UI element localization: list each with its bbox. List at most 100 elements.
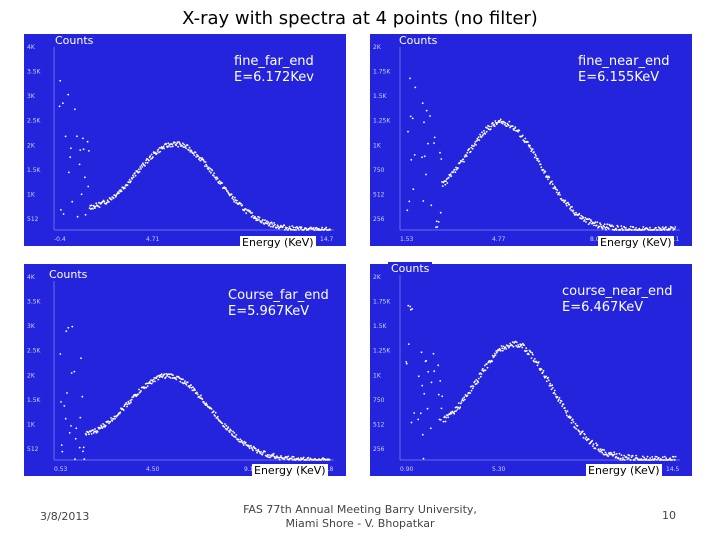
spectrum-point [546,176,549,179]
spectrum-point [537,157,539,160]
spectrum-point [493,355,496,358]
y-tick-label: 2K [27,372,36,379]
spectrum-point [419,412,422,415]
spectrum-point [511,341,514,343]
spectrum-point [491,354,494,357]
spectrum-point [479,372,482,374]
spectrum-point [483,364,486,367]
spectrum-point [87,185,90,188]
spectrum-point [292,226,295,229]
spectrum-point [426,407,429,410]
spectrum-point [455,168,458,171]
spectrum-point [511,125,514,127]
spectrum-point [114,417,116,420]
spectrum-point [551,387,554,389]
spectrum-point [253,217,256,220]
footer-conference-line1: FAS 77th Annual Meeting Barry University… [243,503,477,516]
spectrum-point [417,418,420,421]
spectrum-point [547,178,549,181]
spectrum-point [452,171,455,173]
spectrum-point [534,153,537,156]
spectrum-point [258,216,261,219]
spectrum-point [540,166,543,169]
spectrum-point [535,361,538,364]
spectrum-point [527,141,529,143]
spectrum-point [410,421,413,424]
spectrum-point [413,412,416,414]
spectrum-point [603,449,606,451]
spectrum-point [166,146,169,149]
spectrum-point [198,158,200,161]
spectrum-point [536,364,539,367]
spectrum-point [244,208,247,210]
spectrum-point [455,406,458,408]
spectrum-point [584,216,587,219]
spectrum-point [74,458,76,461]
y-tick-label: 3K [27,93,36,100]
spectrum-point [497,349,500,352]
spectrum-point [628,454,631,457]
spectrum-point [437,393,440,396]
x-axis-label: Energy (KeV) [252,464,328,477]
spectrum-point [286,226,288,229]
y-tick-label: 2K [373,274,382,281]
spectrum-point [201,398,204,401]
spectrum-point [533,151,535,153]
spectrum-point [119,411,122,414]
spectrum-point [525,349,528,352]
spectrum-point [130,398,133,401]
spectrum-point [74,108,76,111]
spectrum-point [255,449,258,452]
spectrum-point [176,141,179,143]
spectrum-point [450,175,453,178]
spectrum-point [206,165,208,168]
spectrum-point [473,145,475,147]
spectrum-point [114,194,116,197]
spectrum-point [671,226,674,229]
spectrum-point [172,145,174,148]
spectrum-point [658,227,661,229]
spectrum-point [475,382,478,385]
spectrum-point [493,123,495,126]
spectrum-point [279,456,282,459]
spectrum-point [643,456,646,459]
spectrum-point [225,424,228,427]
spectrum-point [250,445,252,447]
spectrum-point [279,226,282,229]
spectrum-panel-course-far-end: 4K3.5K3K2.5K2K1.5K1K5120.534.509.1613.8 … [24,264,346,476]
spectrum-point [590,220,593,223]
spectrum-point [269,222,272,224]
spectrum-point [468,148,471,150]
spectrum-point [192,152,195,155]
spectrum-point [633,459,636,461]
spectrum-point [663,229,666,231]
spectrum-point [579,432,582,435]
spectrum-point [599,223,602,226]
spectrum-point [274,223,276,226]
spectrum-point [556,189,559,191]
spectrum-point [618,452,621,455]
spectrum-point [575,428,578,430]
spectrum-point [212,410,215,412]
spectrum-point [128,178,131,181]
spectrum-point [225,188,228,191]
spectrum-point [495,350,498,352]
spectrum-point [85,433,88,436]
spectrum-point [211,169,214,172]
spectrum-point [549,384,552,387]
y-axis-label: Counts [52,34,97,47]
spectrum-point [236,199,238,202]
spectrum-point [499,119,501,122]
spectrum-point [457,167,459,169]
spectrum-point [240,439,243,442]
spectrum-point [149,382,152,385]
spectrum-point [195,156,198,158]
spectrum-point [258,451,261,453]
spectrum-point [132,176,135,179]
spectrum-point [475,379,478,381]
spectrum-point [453,168,456,171]
spectrum-point [202,159,205,162]
spectrum-point [485,130,488,133]
spectrum-point [245,212,248,215]
